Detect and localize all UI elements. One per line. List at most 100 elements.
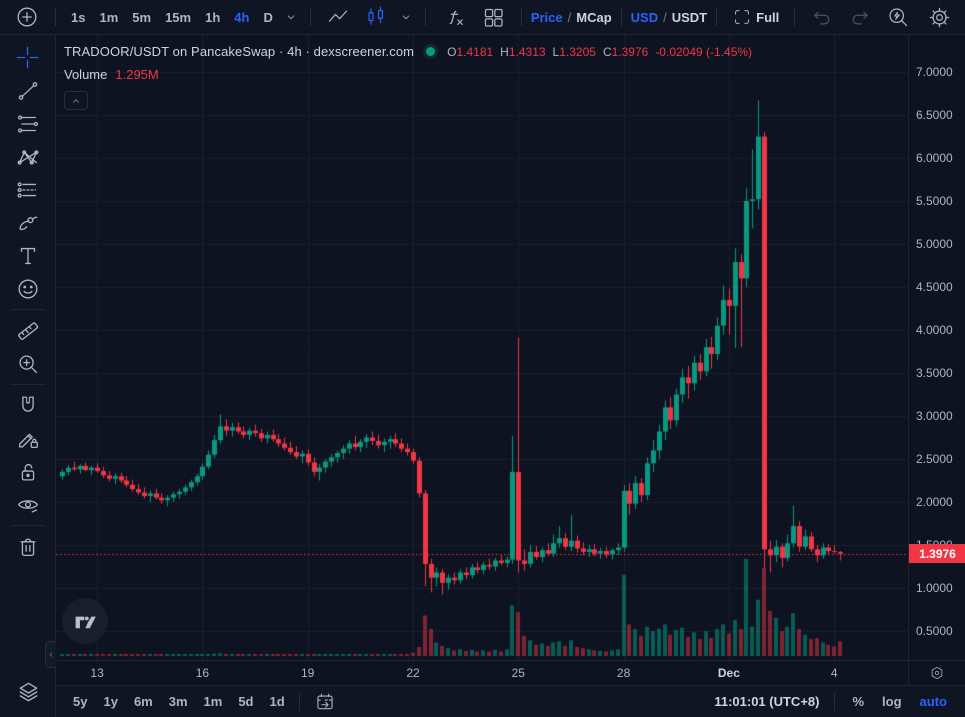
emoji-tool-button[interactable]	[9, 272, 47, 305]
zoom-in-icon	[18, 354, 37, 373]
range-5y[interactable]: 5y	[66, 690, 94, 713]
line-chart-type-button[interactable]	[320, 1, 356, 33]
date-range-group: 5y 1y 6m 3m 1m 5d 1d	[66, 690, 292, 713]
crosshair-icon	[16, 46, 39, 69]
time-tick-16: 16	[195, 666, 210, 680]
toolbar-collapse-handle[interactable]: ‹	[45, 641, 56, 668]
range-3m[interactable]: 3m	[162, 690, 195, 713]
low-label: L	[552, 44, 560, 59]
timeframe-menu-button[interactable]	[281, 5, 301, 29]
candles-chart-type-button[interactable]	[358, 1, 394, 33]
volume-value: 1.295M	[115, 67, 159, 82]
range-1m[interactable]: 1m	[197, 690, 230, 713]
price-tick-2.0000: 2.0000	[916, 495, 953, 509]
price-mode-button[interactable]: Price	[530, 9, 563, 25]
fib-retracement-icon	[17, 114, 38, 133]
line-chart-type-icon	[328, 10, 347, 22]
settings-button[interactable]	[921, 1, 958, 34]
range-1d[interactable]: 1d	[263, 690, 292, 713]
ohlc-values: O1.4181 H1.4313 L1.3205 C1.3976 -0.02049…	[447, 45, 752, 59]
trend-line-tool-button[interactable]	[9, 74, 47, 107]
usdt-mode-button[interactable]: USDT	[671, 9, 708, 25]
magnet-tool-button[interactable]	[9, 389, 47, 422]
chevron-up-icon	[73, 98, 79, 103]
volume-legend: Volume 1.295M	[64, 67, 752, 82]
settings-gear-icon	[930, 7, 950, 27]
range-6m[interactable]: 6m	[127, 690, 160, 713]
xabcd-pattern-tool-button[interactable]	[9, 140, 47, 173]
legend-collapse-button[interactable]	[64, 91, 88, 110]
eye-pencil-icon	[17, 499, 38, 513]
timeframe-4h[interactable]: 4h	[228, 6, 255, 29]
text-tool-button[interactable]	[9, 239, 47, 272]
lock-drawings-tool-button[interactable]	[9, 455, 47, 488]
price-tick-0.5000: 0.5000	[916, 624, 953, 638]
close-label: C	[602, 44, 612, 59]
timeframe-1s[interactable]: 1s	[65, 6, 91, 29]
chart-type-menu-button[interactable]	[396, 5, 416, 29]
chevron-down-icon	[402, 15, 410, 20]
range-5d[interactable]: 5d	[231, 690, 260, 713]
object-tree-button[interactable]	[9, 676, 47, 709]
bottom-toolbar: 5y 1y 6m 3m 1m 5d 1d 11:01:01 (UTC+8) % log au…	[56, 685, 965, 717]
brush-tool-button[interactable]	[9, 206, 47, 239]
divider	[794, 8, 796, 26]
text-icon	[20, 247, 35, 264]
indicator-templates-button[interactable]	[475, 1, 512, 34]
time-tick-Dec: Dec	[717, 666, 740, 680]
slash: /	[567, 9, 572, 25]
timeframe-15m[interactable]: 15m	[159, 6, 197, 29]
add-circle-button[interactable]	[8, 0, 46, 34]
axis-settings-gear-icon	[931, 666, 943, 680]
timeframe-1m[interactable]: 1m	[93, 6, 124, 29]
timeframe-5m[interactable]: 5m	[126, 6, 157, 29]
open-label: O	[447, 44, 457, 59]
price-tick-3.5000: 3.5000	[916, 366, 953, 380]
timeframe-D[interactable]: D	[257, 6, 278, 29]
indicators-button[interactable]	[435, 0, 473, 34]
fullscreen-button[interactable]: Full	[726, 3, 785, 31]
remove-drawings-tool-button[interactable]	[9, 530, 47, 563]
chart-legend: TRADOOR/USDT on PancakeSwap · 4h · dexsc…	[64, 44, 752, 110]
fib-retracement-tool-button[interactable]	[9, 107, 47, 140]
price-tick-3.0000: 3.0000	[916, 409, 953, 423]
usd-mode-button[interactable]: USD	[630, 9, 659, 25]
log-scale-button[interactable]: log	[874, 690, 910, 713]
mcap-mode-button[interactable]: MCap	[576, 9, 612, 25]
auto-scale-button[interactable]: auto	[912, 690, 955, 713]
divider	[10, 384, 45, 385]
clock[interactable]: 11:01:01 (UTC+8)	[714, 694, 820, 709]
redo-button[interactable]	[842, 1, 878, 33]
candles-chart-type-icon	[368, 6, 383, 25]
go-to-date-button[interactable]	[307, 687, 343, 717]
crosshair-tool-button[interactable]	[9, 41, 47, 74]
timeframe-1h[interactable]: 1h	[199, 6, 226, 29]
time-axis[interactable]: 13 16 19 22 25 28 Dec 4	[56, 660, 908, 685]
time-tick-13: 13	[90, 666, 104, 680]
range-1y[interactable]: 1y	[96, 690, 124, 713]
high-value: 1.4313	[508, 44, 546, 59]
divider	[10, 525, 45, 526]
divider	[298, 692, 300, 711]
redo-icon	[852, 11, 869, 25]
divider	[716, 8, 718, 26]
time-tick-22: 22	[406, 666, 420, 680]
ruler-measure-tool-button[interactable]	[9, 314, 47, 347]
trash-icon	[19, 538, 36, 556]
percent-scale-button[interactable]: %	[844, 690, 872, 713]
hide-drawings-tool-button[interactable]	[9, 488, 47, 521]
axis-settings-corner[interactable]	[908, 660, 965, 685]
price-tick-6.5000: 6.5000	[916, 108, 953, 122]
tradingview-logo[interactable]	[62, 598, 108, 644]
current-price-label: 1.3976	[909, 544, 965, 564]
undo-button[interactable]	[804, 1, 840, 33]
quick-search-button[interactable]	[880, 1, 917, 34]
price-axis[interactable]: 1.3976 7.0000 6.5000 6.0000 5.5000 5.0000 4.5…	[908, 35, 965, 660]
indicator-templates-icon	[484, 8, 503, 27]
price-chart-canvas[interactable]	[56, 35, 908, 660]
zoom-in-tool-button[interactable]	[9, 347, 47, 380]
fullscreen-icon	[735, 10, 750, 24]
projection-tool-button[interactable]	[9, 173, 47, 206]
symbol-title: TRADOOR/USDT on PancakeSwap · 4h · dexsc…	[64, 44, 415, 59]
drawing-mode-tool-button[interactable]	[9, 422, 47, 455]
